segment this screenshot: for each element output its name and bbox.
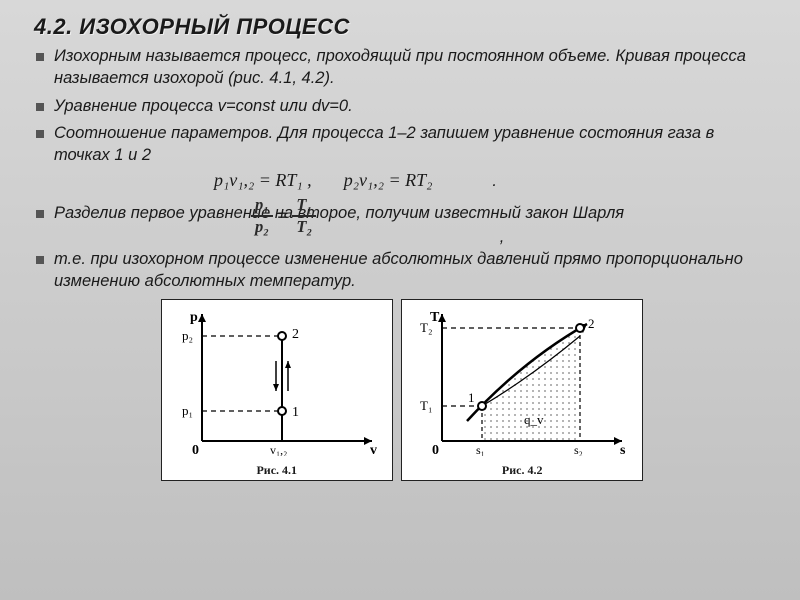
svg-text:1: 1 [292, 405, 299, 420]
bullet-4-text: Разделив первое уравнение на второе, пол… [54, 203, 624, 225]
eq-sign: = [277, 203, 288, 229]
bullet-2: Уравнение процесса v=const или dv=0. [32, 96, 772, 118]
fraction-p: p₁ p₂ [251, 197, 273, 236]
bullet-4: Разделив первое уравнение на второе, пол… [32, 203, 772, 225]
bullet-list-2: т.е. при изохорном процессе изменение аб… [32, 249, 772, 293]
eq-p1v-rt1: p₁v₁,₂ = RT₁ , [214, 169, 312, 193]
svg-text:q_v: q_v [524, 412, 544, 427]
bullet-5: т.е. при изохорном процессе изменение аб… [32, 249, 772, 293]
svg-text:v₁,₂: v₁,₂ [270, 443, 287, 456]
svg-text:0: 0 [192, 443, 199, 456]
svg-text:2: 2 [588, 316, 595, 331]
svg-text:T₁: T₁ [420, 398, 432, 413]
svg-text:1: 1 [468, 390, 475, 405]
fig41-caption: Рис. 4.1 [172, 463, 382, 478]
b3-period: . [432, 171, 497, 193]
bullet-3: Соотношение параметров. Для процесса 1–2… [32, 123, 772, 192]
bullet-3-text: Соотношение параметров. Для процесса 1–2… [54, 123, 772, 167]
figure-4-2: T s T₂ T₁ 1 2 s₁ s₂ q_v 0 Рис. 4.2 [401, 299, 643, 481]
svg-text:2: 2 [292, 327, 299, 342]
svg-text:s₁: s₁ [476, 443, 485, 456]
svg-text:s₂: s₂ [574, 443, 583, 456]
fig41-svg: p v p₂ p₁ 2 1 v₁,₂ 0 [172, 306, 382, 456]
svg-text:p₂: p₂ [182, 328, 193, 343]
svg-text:s: s [620, 443, 626, 456]
page-title: 4.2. ИЗОХОРНЫЙ ПРОЦЕСС [34, 14, 772, 40]
fig42-svg: T s T₂ T₁ 1 2 s₁ s₂ q_v 0 [412, 306, 632, 456]
bullet-list: Изохорным называется процесс, проходящий… [32, 46, 772, 224]
svg-text:v: v [370, 443, 377, 456]
svg-text:T₂: T₂ [420, 320, 432, 335]
fig42-caption: Рис. 4.2 [412, 463, 632, 478]
svg-text:0: 0 [432, 443, 439, 456]
trailing-comma: , [32, 228, 772, 247]
bullet-1: Изохорным называется процесс, проходящий… [32, 46, 772, 90]
svg-text:p: p [190, 310, 198, 325]
fraction-t: T₁ T₂ [292, 197, 316, 236]
svg-text:p₁: p₁ [182, 403, 193, 418]
eq-p2v-rt2: p₂v₁,₂ = RT₂ [344, 169, 433, 193]
figure-4-1: p v p₂ p₁ 2 1 v₁,₂ 0 Рис. 4.1 [161, 299, 393, 481]
figures-row: p v p₂ p₁ 2 1 v₁,₂ 0 Рис. 4.1 [32, 299, 772, 481]
